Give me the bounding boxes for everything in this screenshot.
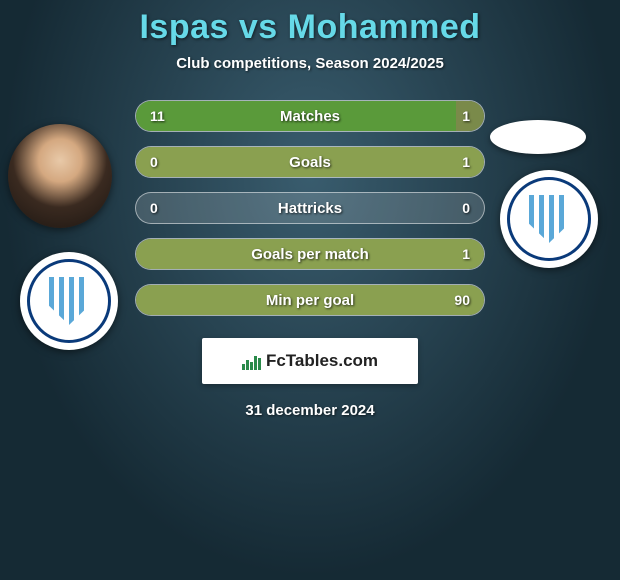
club-badge-left xyxy=(20,252,118,350)
player-right-avatar xyxy=(490,120,586,154)
stat-row: Matches111 xyxy=(135,100,485,132)
stat-value-left: 11 xyxy=(150,108,165,124)
player-left-avatar xyxy=(8,124,112,228)
stat-value-left: 0 xyxy=(150,154,158,170)
club-shield-icon xyxy=(49,277,89,325)
club-badge-right xyxy=(500,170,598,268)
page-subtitle: Club competitions, Season 2024/2025 xyxy=(0,55,620,72)
branding-text: FcTables.com xyxy=(266,351,378,371)
stat-value-right: 90 xyxy=(454,292,470,308)
stat-label: Hattricks xyxy=(278,200,342,217)
branding-box: FcTables.com xyxy=(202,338,418,384)
stat-value-right: 1 xyxy=(462,246,470,262)
club-shield-icon xyxy=(529,195,569,243)
footer-date: 31 december 2024 xyxy=(0,402,620,419)
infographic-content: Ispas vs Mohammed Club competitions, Sea… xyxy=(0,0,620,580)
stat-row: Hattricks 0 0 xyxy=(135,192,485,224)
stat-label: Matches xyxy=(280,108,340,125)
stat-value-right: 0 xyxy=(462,200,470,216)
stat-label: Goals per match xyxy=(251,246,369,263)
stat-label: Goals xyxy=(289,154,331,171)
stat-fill-right xyxy=(456,101,484,131)
club-badge-left-inner xyxy=(27,259,111,343)
page-title: Ispas vs Mohammed xyxy=(0,8,620,47)
stat-row: Min per goal 90 xyxy=(135,284,485,316)
stat-label: Min per goal xyxy=(266,292,354,309)
stat-row: Goals 0 1 xyxy=(135,146,485,178)
stat-value-right: 1 xyxy=(462,154,470,170)
club-badge-right-inner xyxy=(507,177,591,261)
stat-row: Goals per match 1 xyxy=(135,238,485,270)
stat-value-right: 1 xyxy=(462,108,470,124)
stat-value-left: 0 xyxy=(150,200,158,216)
bar-chart-icon xyxy=(242,352,262,370)
